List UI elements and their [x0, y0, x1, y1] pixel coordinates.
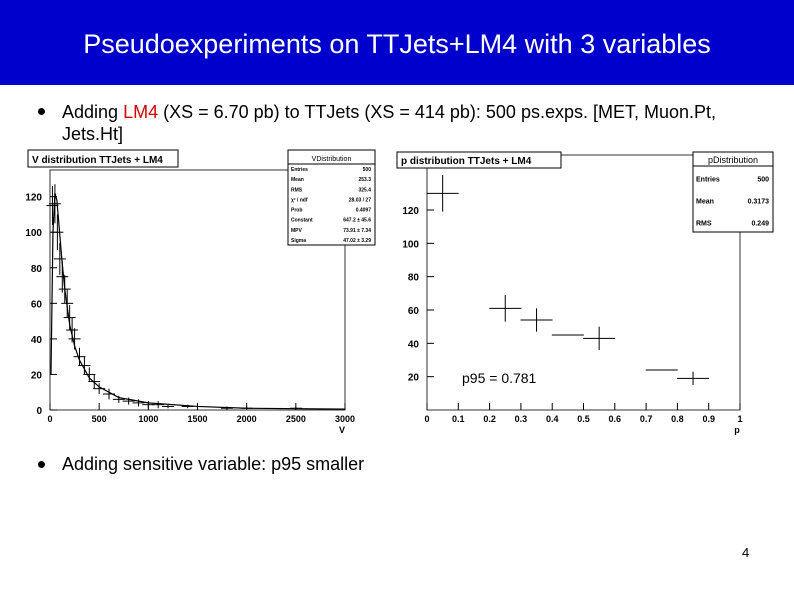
chart-title: p distribution TTJets + LM4: [401, 156, 532, 167]
y-tick-label: 120: [25, 193, 42, 204]
bullet-dot: [38, 461, 45, 468]
text: (XS = 6.70 pb) to TTJets (XS = 414 pb): …: [62, 102, 717, 144]
x-tick-label: 1: [737, 414, 742, 424]
data-point: [520, 308, 553, 332]
stats-title: pDistribution: [708, 155, 758, 165]
y-tick-label: 40: [31, 335, 43, 346]
x-tick-label: 0.5: [577, 414, 590, 424]
y-tick-label: 0: [36, 406, 42, 417]
x-axis-label: p: [734, 425, 740, 435]
text: Adding: [62, 102, 124, 122]
x-tick-label: 500: [92, 414, 107, 424]
fit-curve: [50, 192, 346, 410]
slide-title: Pseudoexperiments on TTJets+LM4 with 3 v…: [0, 0, 794, 85]
stats-value: 647.2 ± 45.6: [343, 218, 371, 224]
y-tick-label: 40: [408, 339, 420, 350]
data-point: [677, 371, 710, 385]
y-tick-label: 80: [408, 273, 420, 284]
page-number: 4: [742, 545, 750, 560]
x-tick-label: 0.3: [515, 414, 528, 424]
data-point: [489, 295, 522, 322]
stats-title: VDistribution: [312, 156, 352, 163]
data-point: [426, 175, 459, 212]
stats-box: [287, 149, 376, 246]
stats-value: 28.03 / 27: [349, 197, 371, 203]
data-point: [162, 404, 174, 409]
data-point: [66, 317, 79, 343]
y-tick-label: 120: [402, 206, 419, 217]
data-point: [112, 395, 125, 403]
stats-value: 0.3173: [748, 198, 770, 205]
stats-value: 0.249: [751, 220, 769, 227]
stats-key: Mean: [291, 177, 304, 183]
y-tick-label: 60: [31, 299, 43, 310]
data-point: [73, 347, 86, 366]
stats-box: [692, 151, 774, 233]
x-tick-label: 0.2: [483, 414, 496, 424]
title-box: [27, 149, 179, 168]
bullet: Adding LM4 (XS = 6.70 pb) to TTJets (XS …: [62, 101, 742, 145]
data-point: [46, 186, 59, 226]
stats-value: 47.02 ± 3.29: [343, 238, 371, 244]
title-box: [396, 151, 562, 169]
data-point: [88, 374, 101, 389]
x-tick-label: 0.1: [452, 414, 465, 424]
stats-value: 500: [363, 167, 372, 173]
stats-key: RMS: [696, 220, 712, 227]
data-point: [83, 367, 96, 382]
x-tick-label: 2000: [237, 414, 257, 424]
data-point: [53, 242, 66, 275]
stats-key: Entries: [291, 167, 308, 173]
stats-value: 325.4: [358, 187, 371, 193]
stats-key: RMS: [291, 187, 303, 193]
x-tick-label: 0.4: [546, 414, 559, 424]
stats-key: χ² / ndf: [291, 197, 308, 203]
x-tick-label: 1500: [187, 414, 207, 424]
y-tick-label: 80: [31, 264, 43, 275]
data-point: [152, 401, 165, 409]
y-tick-label: 100: [25, 228, 42, 239]
chart-title: V distribution TTJets + LM4: [32, 155, 163, 166]
stats-key: Mean: [696, 198, 714, 205]
data-point: [78, 356, 91, 375]
x-tick-label: 0.6: [609, 414, 622, 424]
stats-key: Sigma: [291, 238, 306, 244]
text: Adding sensitive variable: p95 smaller: [62, 454, 365, 474]
x-tick-label: 0: [47, 414, 52, 424]
y-tick-label: 20: [408, 373, 420, 384]
stats-value: 253.3: [358, 177, 371, 183]
x-axis-label: V: [339, 425, 345, 435]
stats-key: Entries: [696, 176, 720, 183]
y-tick-label: 60: [408, 306, 420, 317]
x-tick-label: 0: [424, 414, 429, 424]
stats-value: 73.91 ± 7.34: [343, 228, 371, 234]
stats-key: MPV: [291, 228, 303, 234]
stats-value: 500: [757, 176, 769, 183]
y-tick-label: 20: [31, 370, 43, 381]
stats-key: Prob: [291, 208, 302, 214]
x-tick-label: 3000: [335, 414, 355, 424]
x-tick-label: 0.9: [702, 414, 715, 424]
bullet-dot: [38, 108, 45, 115]
x-tick-label: 2500: [286, 414, 306, 424]
y-tick-label: 100: [402, 239, 419, 250]
stats-key: Constant: [291, 218, 313, 224]
data-point: [583, 326, 616, 350]
annotation: p95 = 0.781: [462, 370, 537, 386]
x-tick-label: 1000: [138, 414, 158, 424]
x-tick-label: 0.8: [671, 414, 684, 424]
stats-value: 0.4097: [356, 208, 372, 214]
x-tick-label: 0.7: [640, 414, 653, 424]
bullet: Adding sensitive variable: p95 smaller: [62, 453, 364, 475]
highlight: LM4: [123, 102, 159, 122]
